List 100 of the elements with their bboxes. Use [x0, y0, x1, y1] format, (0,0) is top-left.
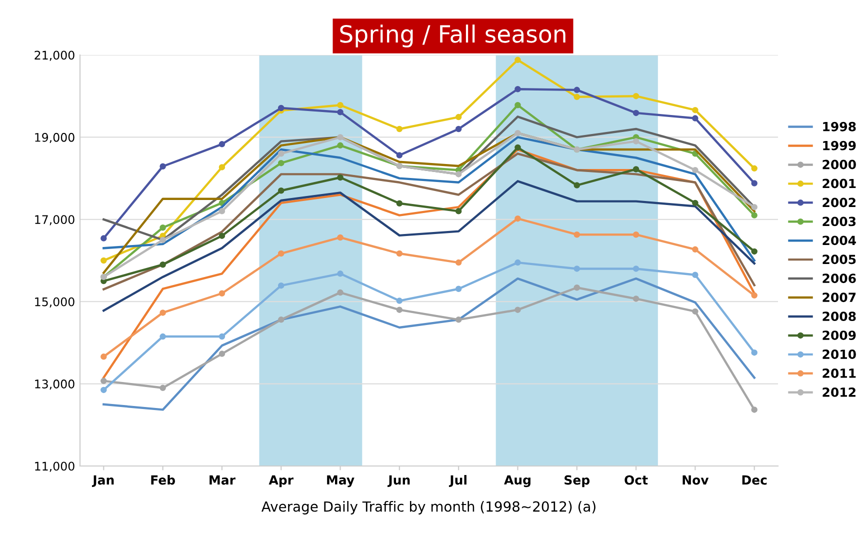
- line-series: [102, 180, 756, 312]
- legend-label: 2004: [822, 236, 856, 246]
- point: [218, 350, 226, 357]
- point: [100, 235, 107, 242]
- point: [337, 270, 344, 277]
- point: [514, 306, 521, 313]
- point: [692, 106, 698, 114]
- point: [396, 298, 403, 304]
- point: [278, 188, 284, 194]
- legend-label: 2007: [822, 292, 856, 302]
- point: [160, 333, 166, 340]
- point: [455, 171, 462, 178]
- point: [632, 92, 640, 100]
- point: [574, 86, 580, 94]
- x-tick-label: May: [327, 475, 354, 488]
- point: [514, 215, 521, 222]
- point: [337, 142, 344, 149]
- point: [514, 56, 521, 64]
- point: [218, 290, 226, 297]
- point: [574, 94, 580, 100]
- point: [692, 200, 698, 206]
- point: [751, 349, 758, 356]
- x-tick-label: Sep: [564, 475, 590, 488]
- point: [692, 272, 698, 278]
- point: [751, 212, 758, 218]
- point: [160, 236, 166, 244]
- point: [337, 289, 344, 296]
- point: [514, 259, 521, 266]
- point: [692, 246, 698, 253]
- point: [278, 316, 284, 323]
- point: [218, 141, 226, 148]
- point: [455, 114, 462, 120]
- point: [455, 208, 462, 214]
- point: [337, 174, 344, 181]
- text: Spring / Fall season: [340, 24, 566, 48]
- point: [574, 231, 580, 238]
- point: [337, 134, 344, 140]
- point: [100, 386, 107, 394]
- point: [692, 115, 698, 122]
- point: [632, 110, 640, 116]
- x-tick-label: Apr: [268, 475, 294, 488]
- point: [100, 257, 107, 264]
- point: [278, 250, 284, 257]
- legend-label: 2002: [822, 198, 856, 208]
- legend-label: 2010: [822, 350, 856, 359]
- point: [455, 286, 462, 292]
- point: [574, 284, 580, 291]
- y-tick-label: 19,000: [35, 132, 74, 144]
- point: [514, 144, 521, 151]
- point: [751, 406, 758, 413]
- point: [632, 138, 640, 144]
- point: [514, 130, 521, 136]
- point: [632, 231, 640, 238]
- point: [396, 306, 403, 313]
- legend-label: 1998: [823, 122, 856, 132]
- point: [574, 182, 580, 188]
- point: [218, 333, 226, 340]
- x-tick-label: Mar: [210, 475, 236, 485]
- point: [692, 308, 698, 315]
- point: [218, 208, 226, 214]
- x-tick-label: Jun: [388, 475, 410, 488]
- point: [278, 104, 284, 112]
- legend-label: 2003: [822, 216, 856, 226]
- point: [632, 266, 640, 272]
- point: [337, 109, 344, 116]
- x-tick-label: Jul: [448, 475, 466, 488]
- point: [278, 150, 284, 157]
- point: [278, 282, 284, 289]
- x-tick-label: Feb: [151, 475, 175, 485]
- point: [278, 160, 284, 166]
- point: [396, 152, 403, 158]
- point: [514, 86, 521, 92]
- x-tick-label: Jan: [92, 475, 114, 488]
- legend-label: 2006: [822, 274, 856, 284]
- x-tick-label: Oct: [624, 475, 648, 485]
- point: [160, 310, 166, 316]
- legend-label: 2012: [822, 387, 856, 397]
- legend-label: 2001: [822, 178, 856, 188]
- x-tick-label: Aug: [504, 475, 530, 488]
- point: [100, 378, 107, 384]
- y-tick-label: 21,000: [34, 50, 74, 61]
- legend-label: 2005: [822, 254, 856, 264]
- x-tick-label: Nov: [682, 475, 709, 485]
- point: [751, 292, 758, 299]
- y-tick-label: 17,000: [35, 215, 74, 226]
- y-tick-label: 15,000: [35, 297, 74, 308]
- legend-label: 1999: [823, 140, 856, 150]
- legend-label: 2000: [822, 160, 856, 170]
- legend-label: 2011: [822, 368, 856, 378]
- point: [692, 166, 698, 174]
- y-tick-label: 11,000: [35, 462, 74, 472]
- x-axis-title: Average Daily Traffic by month (1998~2012) (a): [261, 501, 596, 514]
- point: [455, 259, 462, 266]
- point: [160, 384, 166, 392]
- point: [574, 266, 580, 272]
- point: [337, 102, 344, 108]
- point: [751, 180, 758, 186]
- point: [632, 166, 640, 172]
- x-tick-label: Dec: [742, 475, 767, 485]
- legend-label: 2008: [822, 312, 856, 322]
